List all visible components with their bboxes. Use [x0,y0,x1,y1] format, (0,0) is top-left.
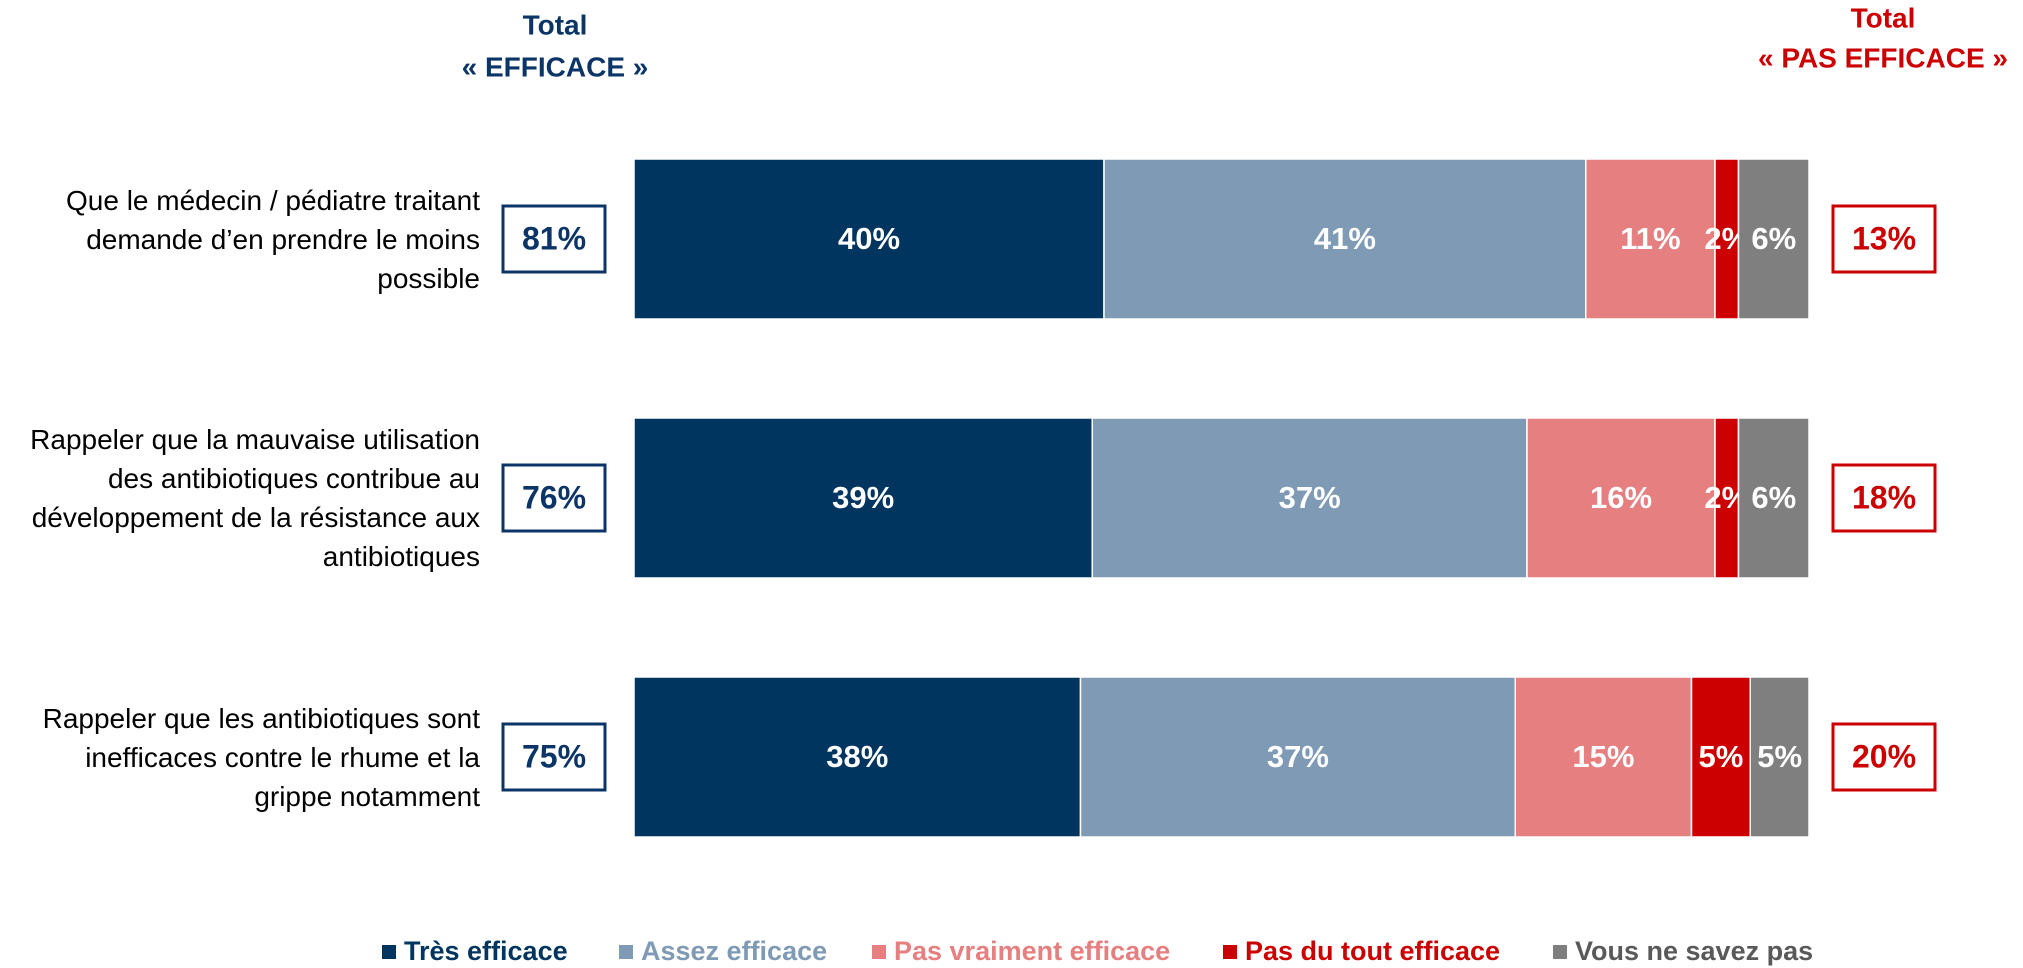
total-label: 18% [1852,479,1916,515]
value-label: 39% [832,480,894,515]
total-header: Total [523,9,588,40]
bar-segment [633,417,1093,579]
legend-label: Pas du tout efficace [1245,936,1500,966]
bar-segment [1690,676,1751,838]
total-box [501,204,607,274]
bar-segment [1737,417,1810,579]
value-label: 37% [1267,739,1329,774]
total-label: 20% [1852,738,1916,774]
bar-segment [633,158,1105,320]
value-label: 16% [1590,480,1652,515]
total-header: Total [1851,2,1916,33]
legend-swatch [1223,945,1237,959]
total-box [501,722,607,792]
bar-segment [1079,676,1516,838]
total-box [501,463,607,533]
category-label: Rappeler que les antibiotiques sont inef… [42,702,480,812]
bar-segment [1526,417,1716,579]
total-label: 13% [1852,220,1916,256]
total-box [1831,204,1937,274]
value-label: 40% [838,221,900,256]
category-label: Que le médecin / pédiatre traitant deman… [65,184,480,294]
bar-segment [633,676,1082,838]
total-box [1831,722,1937,792]
category-label-box: Rappeler que les antibiotiques sont inef… [42,702,480,812]
bar-segment [1514,676,1693,838]
legend-label: Très efficace [404,936,568,966]
value-label: 15% [1572,739,1634,774]
value-label: 5% [1698,739,1743,774]
legend-swatch [872,945,886,959]
legend-label: Vous ne savez pas [1575,936,1813,966]
bar-segment [1749,676,1810,838]
legend-label: Assez efficace [641,936,827,966]
category-label-box: Que le médecin / pédiatre traitant deman… [65,184,480,294]
total-header: « PAS EFFICACE » [1758,42,2008,73]
total-label: 75% [522,738,586,774]
total-header: « EFFICACE » [462,51,649,82]
bar-segment [1585,158,1716,320]
value-label: 37% [1279,480,1341,515]
category-label-box: Rappeler que la mauvaise utilisation des… [30,424,480,572]
value-label: 5% [1757,739,1802,774]
legend-swatch [1553,945,1567,959]
bar-segment [1091,417,1528,579]
value-label: 38% [826,739,888,774]
legend-label: Pas vraiment efficace [894,936,1170,966]
category-label: Rappeler que la mauvaise utilisation des… [30,424,480,572]
total-label: 81% [522,220,586,256]
value-label: 41% [1314,221,1376,256]
value-label: 6% [1751,221,1796,256]
legend-swatch [619,945,633,959]
bar-segment [1737,158,1810,320]
total-label: 76% [522,479,586,515]
total-box [1831,463,1937,533]
value-label: 11% [1620,221,1680,256]
value-label: 6% [1751,480,1796,515]
bar-segment [1103,158,1587,320]
legend-swatch [382,945,396,959]
